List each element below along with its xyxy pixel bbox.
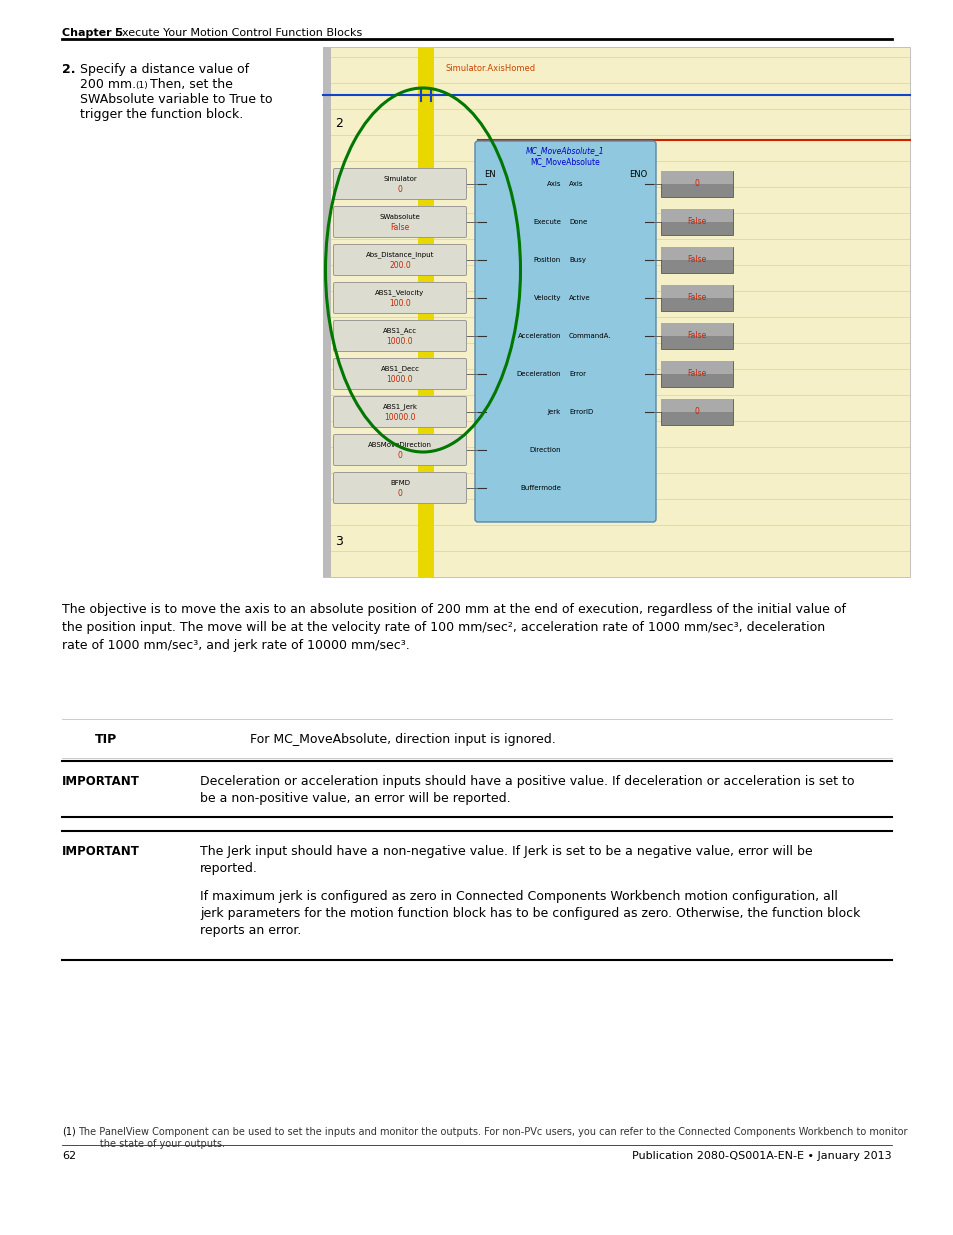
Text: Axis: Axis	[546, 182, 560, 186]
Text: False: False	[687, 217, 706, 226]
FancyBboxPatch shape	[334, 396, 466, 427]
Bar	[660, 170, 732, 198]
Text: Axis: Axis	[568, 182, 583, 186]
Text: Simulator.AxisHomed: Simulator.AxisHomed	[446, 64, 536, 73]
Text: ABS1_Velocity: ABS1_Velocity	[375, 290, 424, 296]
Text: trigger the function block.: trigger the function block.	[80, 107, 243, 121]
Text: Position: Position	[533, 257, 560, 263]
Text: 0: 0	[694, 408, 699, 416]
Text: 100.0: 100.0	[389, 299, 411, 308]
Text: 1000.0: 1000.0	[386, 336, 413, 346]
Text: The objective is to move the axis to an absolute position of 200 mm at the end o: The objective is to move the axis to an …	[62, 603, 845, 652]
Text: MC_MoveAbsolute_1: MC_MoveAbsolute_1	[526, 146, 604, 156]
Text: (1): (1)	[135, 82, 148, 90]
Text: Specify a distance value of: Specify a distance value of	[80, 63, 249, 77]
Text: 0: 0	[397, 184, 402, 194]
Bar	[660, 247, 732, 273]
Text: False: False	[687, 256, 706, 264]
FancyBboxPatch shape	[334, 168, 466, 200]
Text: CommandA.: CommandA.	[568, 333, 611, 338]
Text: Direction: Direction	[529, 447, 560, 453]
Text: For MC_MoveAbsolute, direction input is ignored.: For MC_MoveAbsolute, direction input is …	[250, 734, 556, 746]
Bar	[323, 47, 909, 577]
Text: False: False	[687, 369, 706, 378]
Bar	[660, 361, 732, 374]
Bar	[660, 399, 732, 412]
Text: SWAbsolute variable to True to: SWAbsolute variable to True to	[80, 93, 273, 106]
Bar	[660, 285, 732, 298]
Text: False: False	[687, 331, 706, 341]
Bar	[660, 209, 732, 235]
Text: ABS1_Decc: ABS1_Decc	[380, 366, 419, 373]
Bar	[660, 170, 732, 184]
Text: 0: 0	[397, 489, 402, 498]
Bar	[323, 47, 331, 577]
Text: Execute: Execute	[533, 219, 560, 225]
Bar	[660, 324, 732, 336]
Bar	[660, 361, 732, 387]
Text: Publication 2080-QS001A-EN-E • January 2013: Publication 2080-QS001A-EN-E • January 2…	[632, 1151, 891, 1161]
Text: Error: Error	[568, 370, 585, 377]
Text: Execute Your Motion Control Function Blocks: Execute Your Motion Control Function Blo…	[115, 28, 362, 38]
FancyBboxPatch shape	[475, 141, 656, 522]
Text: 0: 0	[694, 179, 699, 189]
Text: 3: 3	[335, 535, 342, 548]
Text: The Jerk input should have a non-negative value. If Jerk is set to be a negative: The Jerk input should have a non-negativ…	[200, 845, 812, 876]
Text: If maximum jerk is configured as zero in Connected Components Workbench motion c: If maximum jerk is configured as zero in…	[200, 890, 860, 937]
Text: 62: 62	[62, 1151, 76, 1161]
Text: Then, set the: Then, set the	[150, 78, 233, 91]
FancyBboxPatch shape	[334, 245, 466, 275]
Text: IMPORTANT: IMPORTANT	[62, 845, 140, 858]
Text: The PanelView Component can be used to set the inputs and monitor the outputs. F: The PanelView Component can be used to s…	[78, 1128, 906, 1149]
Bar	[660, 247, 732, 261]
Text: Deceleration: Deceleration	[516, 370, 560, 377]
Text: Jerk: Jerk	[547, 409, 560, 415]
Text: Busy: Busy	[568, 257, 585, 263]
FancyBboxPatch shape	[334, 206, 466, 237]
Text: 2.: 2.	[62, 63, 75, 77]
Text: ErrorID: ErrorID	[568, 409, 593, 415]
Text: Abs_Distance_Input: Abs_Distance_Input	[365, 252, 434, 258]
FancyBboxPatch shape	[334, 473, 466, 504]
Text: IMPORTANT: IMPORTANT	[62, 776, 140, 788]
Text: MC_MoveAbsolute: MC_MoveAbsolute	[530, 157, 599, 165]
FancyBboxPatch shape	[334, 283, 466, 314]
Text: EN: EN	[483, 170, 496, 179]
Text: ABS1_Acc: ABS1_Acc	[382, 327, 416, 335]
Text: ENO: ENO	[628, 170, 646, 179]
Bar	[660, 285, 732, 311]
FancyBboxPatch shape	[334, 358, 466, 389]
Bar	[660, 399, 732, 425]
Text: BFMD: BFMD	[390, 480, 410, 487]
Text: Buffermode: Buffermode	[519, 485, 560, 492]
Text: Active: Active	[568, 295, 590, 301]
Text: Deceleration or acceleration inputs should have a positive value. If deceleratio: Deceleration or acceleration inputs shou…	[200, 776, 854, 805]
Text: SWabsolute: SWabsolute	[379, 214, 420, 220]
Text: TIP: TIP	[95, 734, 117, 746]
FancyBboxPatch shape	[334, 321, 466, 352]
Text: 200 mm.: 200 mm.	[80, 78, 136, 91]
Text: Acceleration: Acceleration	[517, 333, 560, 338]
Bar	[660, 324, 732, 350]
Text: 10000.0: 10000.0	[384, 412, 416, 421]
Text: Chapter 5: Chapter 5	[62, 28, 123, 38]
Text: ABSMoveDirection: ABSMoveDirection	[368, 442, 432, 448]
Text: 0: 0	[397, 451, 402, 459]
Text: Done: Done	[568, 219, 587, 225]
Text: 2: 2	[335, 117, 342, 130]
Text: False: False	[390, 222, 409, 231]
Text: Simulator: Simulator	[383, 177, 416, 182]
Text: 200.0: 200.0	[389, 261, 411, 269]
Text: False: False	[687, 294, 706, 303]
Bar	[660, 209, 732, 222]
Text: 1000.0: 1000.0	[386, 374, 413, 384]
Text: ABS1_Jerk: ABS1_Jerk	[382, 404, 417, 410]
FancyBboxPatch shape	[334, 435, 466, 466]
Text: Velocity: Velocity	[533, 295, 560, 301]
Bar	[417, 47, 434, 577]
Text: (1): (1)	[62, 1128, 75, 1137]
